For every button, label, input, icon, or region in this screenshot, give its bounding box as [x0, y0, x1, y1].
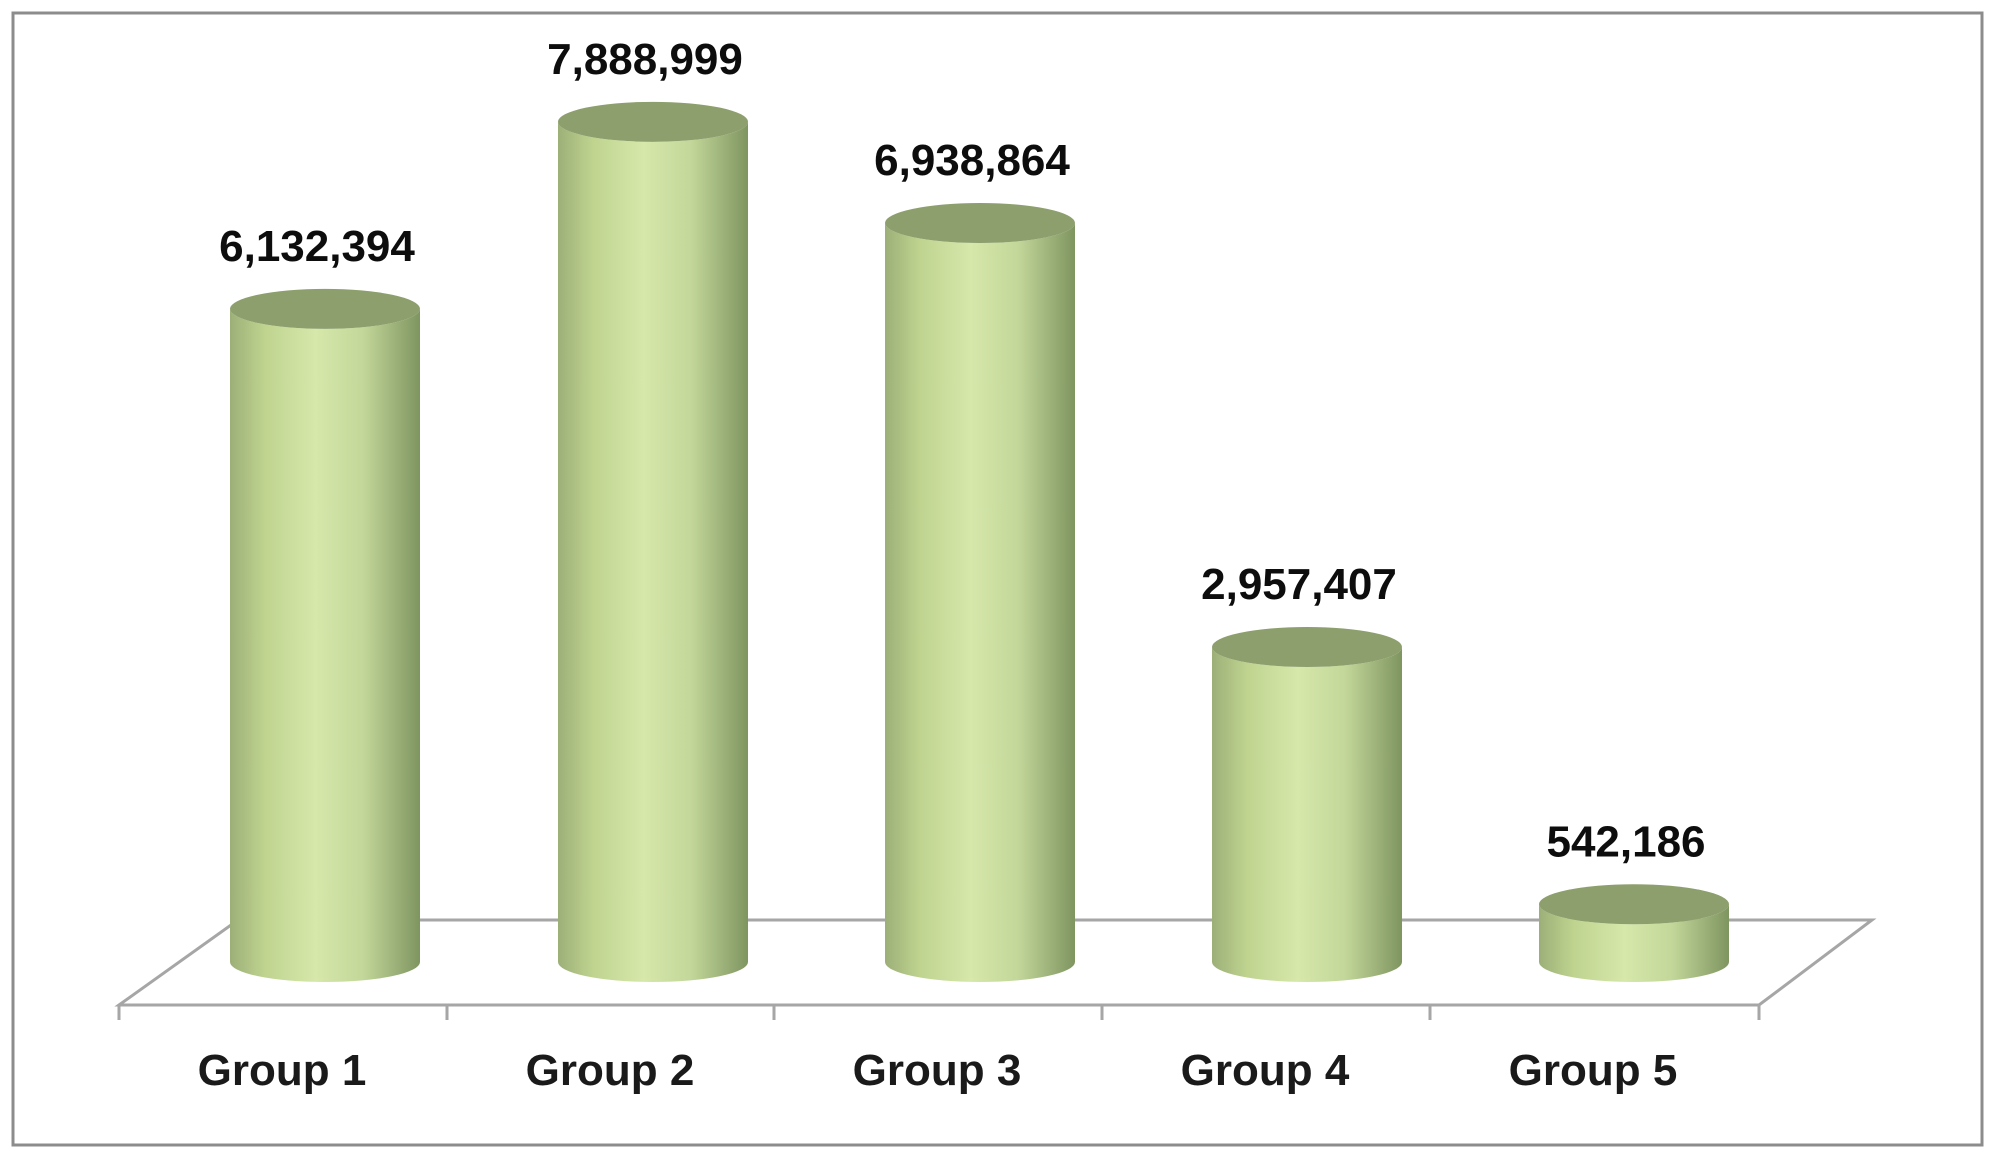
bar [885, 203, 1075, 982]
bar-top [230, 288, 420, 329]
data-label: 2,957,407 [1201, 560, 1397, 609]
bars [230, 101, 1729, 983]
x-tick-label: Group 1 [198, 1046, 367, 1095]
bar [558, 101, 748, 983]
bar-top [1212, 627, 1402, 668]
bar-body [230, 308, 420, 982]
bar-top [885, 203, 1075, 244]
data-label: 7,888,999 [547, 35, 743, 84]
bar-top [1539, 884, 1729, 925]
bar-body [885, 223, 1075, 982]
data-label: 6,132,394 [219, 222, 415, 271]
data-labels: 6,132,394 7,888,999 6,938,864 2,957,407 … [219, 35, 1705, 866]
data-label: 542,186 [1546, 817, 1705, 866]
bar [1539, 884, 1729, 982]
x-axis-labels: Group 1 Group 2 Group 3 Group 4 Group 5 [198, 1046, 1678, 1095]
bar [1212, 627, 1402, 982]
bar-body [1539, 904, 1729, 982]
bar-body [1212, 647, 1402, 982]
x-tick-label: Group 4 [1181, 1046, 1350, 1095]
x-tick-label: Group 3 [853, 1046, 1022, 1095]
x-tick-label: Group 2 [526, 1046, 695, 1095]
x-tick-label: Group 5 [1509, 1046, 1678, 1095]
bar-top [558, 101, 748, 142]
bar-body [558, 121, 748, 983]
data-label: 6,938,864 [874, 136, 1070, 185]
bar [230, 288, 420, 982]
x-axis-ticks [117, 1005, 1761, 1020]
